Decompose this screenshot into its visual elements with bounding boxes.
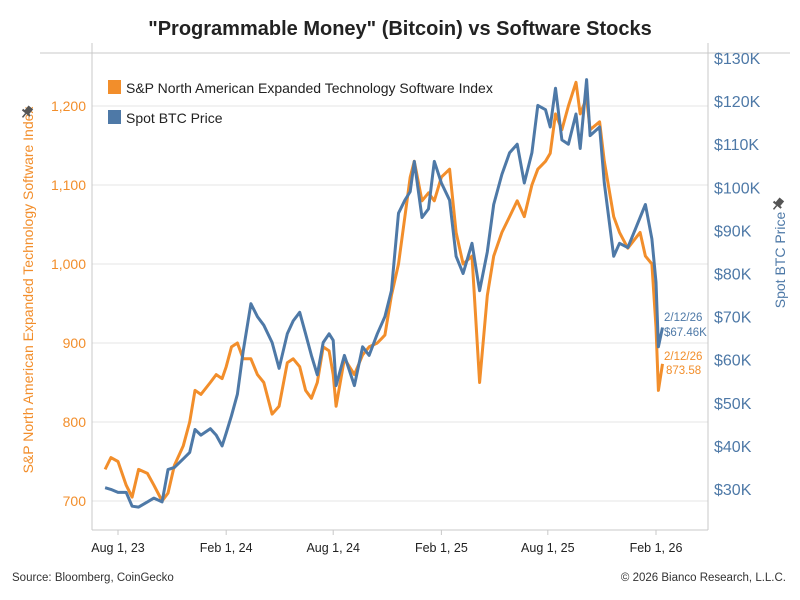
y-right-tick-label: $90K — [714, 223, 752, 240]
legend-label-software: S&P North American Expanded Technology S… — [126, 80, 493, 96]
y-right-tick-label: $130K — [714, 51, 761, 68]
btc-price-line — [104, 78, 664, 509]
legend-swatch-software — [108, 80, 121, 94]
y-right-tick-label: $80K — [714, 267, 752, 284]
y-right-tick-label: $110K — [714, 137, 759, 154]
legend: S&P North American Expanded Technology S… — [108, 80, 493, 126]
y-right-tick-label: $40K — [714, 439, 752, 456]
x-tick-label: Feb 1, 26 — [630, 541, 683, 555]
btc-annotation-date: 2/12/26 — [664, 312, 702, 324]
legend-label-btc: Spot BTC Price — [126, 110, 223, 126]
software-annotation-date: 2/12/26 — [664, 351, 702, 363]
x-tick-label: Feb 1, 24 — [200, 541, 253, 555]
y-right-tick-label: $50K — [714, 396, 752, 413]
software-annotation-value: 873.58 — [666, 365, 701, 377]
y-left-tick-label: 1,100 — [51, 177, 86, 193]
y-left-tick-label: 800 — [63, 414, 87, 430]
y-right-tick-label: $100K — [714, 180, 761, 197]
y-axis-right-label: Spot BTC Price — [772, 212, 788, 309]
legend-swatch-btc — [108, 110, 121, 124]
y-left-tick-label: 700 — [63, 493, 87, 509]
btc-annotation-value: $67.46K — [664, 327, 707, 339]
pin-icon-left — [21, 105, 34, 118]
x-tick-label: Aug 1, 25 — [521, 541, 575, 555]
y-left-tick-label: 1,200 — [51, 98, 86, 114]
pin-icon-right — [772, 197, 785, 210]
y-right-tick-label: $60K — [714, 353, 752, 370]
x-tick-label: Feb 1, 25 — [415, 541, 468, 555]
chart-title: "Programmable Money" (Bitcoin) vs Softwa… — [148, 18, 652, 40]
y-axis-left-label: S&P North American Expanded Technology S… — [20, 107, 36, 474]
y-right-tick-label: $30K — [714, 482, 752, 499]
source-note: Source: Bloomberg, CoinGecko — [12, 572, 174, 584]
y-right-tick-label: $120K — [714, 94, 761, 111]
y-left-tick-label: 900 — [63, 335, 87, 351]
y-right-tick-label: $70K — [714, 310, 752, 327]
y-left-tick-label: 1,000 — [51, 256, 86, 272]
x-tick-label: Aug 1, 24 — [306, 541, 360, 555]
x-tick-label: Aug 1, 23 — [91, 541, 145, 555]
copyright-note: © 2026 Bianco Research, L.L.C. — [620, 572, 786, 584]
